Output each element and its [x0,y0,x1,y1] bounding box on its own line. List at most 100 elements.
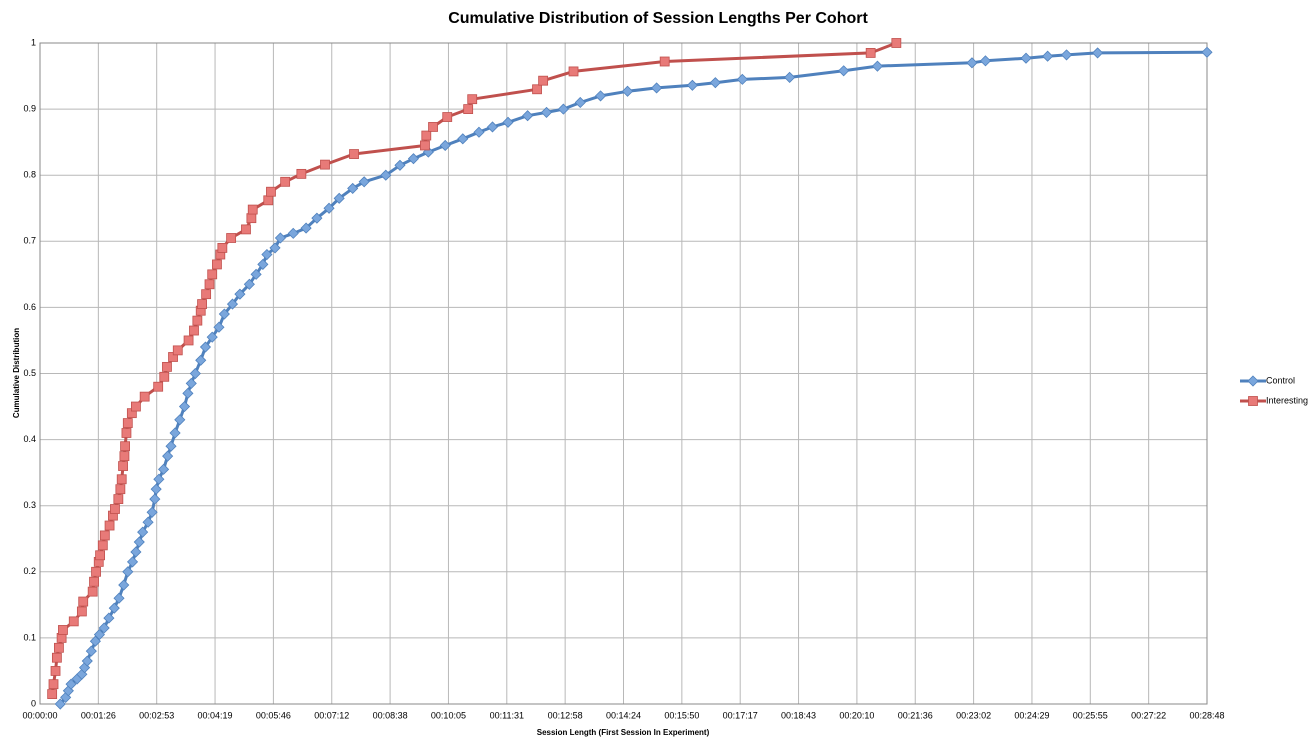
data-point [120,441,130,452]
data-point [139,391,150,402]
data-point [651,82,663,94]
x-tick-label: 00:14:24 [606,710,641,720]
data-point [280,176,291,187]
data-point [540,106,553,118]
data-point [250,268,262,280]
data-point [621,85,634,97]
data-point [122,418,133,428]
x-tick-label: 00:04:19 [198,710,233,720]
data-point [118,579,130,591]
data-point [189,325,199,336]
data-point [115,484,126,495]
data-point [1092,47,1104,59]
data-point [442,112,453,122]
data-point [162,450,174,462]
data-point [158,463,170,475]
data-point [130,401,141,412]
x-tick-label: 00:25:55 [1073,710,1108,720]
data-point [165,440,177,452]
data-point [119,451,130,462]
data-point [95,550,106,561]
y-tick-label: 0.1 [23,632,36,642]
data-point [686,79,698,91]
x-tick-label: 00:24:29 [1014,710,1049,720]
data-point [979,55,992,67]
data-point [247,204,258,215]
data-point [257,258,269,271]
data-point [274,232,286,244]
data-point [85,645,97,657]
chart-title: Cumulative Distribution of Session Lengt… [448,10,868,27]
data-point [659,56,670,67]
data-point [871,60,883,72]
legend-marker [1247,375,1259,387]
data-point [234,288,246,300]
y-tick-label: 0.3 [23,500,36,510]
data-point [197,299,207,309]
data-point [108,602,120,614]
y-tick-label: 0.2 [23,566,36,576]
data-point [199,341,212,353]
data-point [213,321,225,333]
data-point [78,596,89,607]
y-tick-label: 1 [31,37,36,47]
data-point [62,685,74,697]
data-point [502,116,514,128]
data-point [457,133,469,145]
data-point [192,315,203,326]
y-tick-label: 0.7 [23,236,36,246]
data-point [130,546,142,558]
data-point [146,506,158,518]
data-point [54,642,64,653]
data-point [1060,49,1073,61]
data-point [246,213,257,224]
data-point [380,169,392,181]
data-point [87,586,98,597]
data-point [204,279,215,290]
data-point [594,90,607,102]
data-point [269,242,281,254]
data-point [1201,46,1213,58]
data-point [76,606,87,617]
data-point [218,308,230,320]
data-point [110,504,120,514]
data-point [174,414,186,426]
data-point [891,38,902,48]
data-point [60,691,72,703]
y-axis-label: Cumulative Distribution [12,328,21,418]
x-tick-label: 00:07:12 [314,710,349,720]
y-tick-label: 0.9 [23,103,36,113]
data-point [736,73,748,85]
x-tick-label: 00:00:00 [22,710,57,720]
data-point [178,400,191,413]
data-point [538,75,549,86]
x-tick-label: 00:20:10 [839,710,874,720]
data-point [182,387,194,399]
data-point [195,354,207,366]
data-point [91,566,101,577]
data-point [47,689,58,699]
data-point [98,622,110,634]
data-point [557,103,569,115]
data-point [97,540,108,551]
y-tick-label: 0 [31,698,36,708]
data-point [709,77,721,89]
data-point [320,159,330,170]
data-point [838,65,850,77]
x-tick-label: 00:27:22 [1131,710,1166,720]
data-point [103,612,115,624]
x-tick-label: 00:11:31 [490,710,524,720]
data-point [349,149,359,159]
data-point [89,576,99,587]
data-point [296,168,307,179]
data-point [142,516,154,528]
data-point [81,655,93,667]
legend-marker [1248,396,1258,406]
data-point [217,243,228,253]
data-point [241,224,251,235]
x-tick-label: 00:10:05 [431,710,466,720]
data-point [463,104,474,114]
data-point [162,361,172,372]
data-point [121,428,132,438]
data-point [133,536,145,548]
